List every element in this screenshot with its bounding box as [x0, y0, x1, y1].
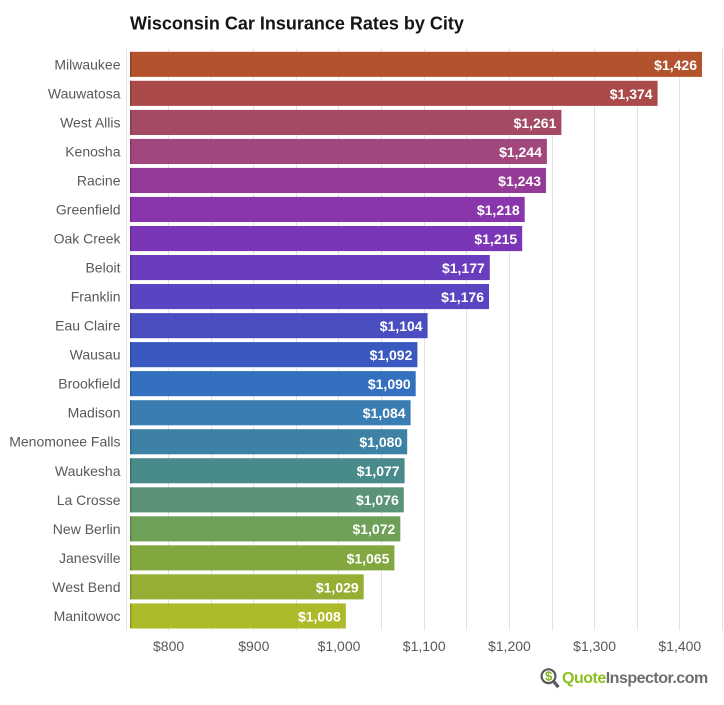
svg-text:$1,426: $1,426 — [654, 57, 697, 73]
svg-text:$1,215: $1,215 — [474, 231, 517, 247]
svg-text:$1,100: $1,100 — [403, 638, 446, 654]
svg-text:Janesville: Janesville — [59, 550, 121, 566]
svg-text:Eau Claire: Eau Claire — [55, 318, 121, 334]
svg-text:$900: $900 — [238, 638, 269, 654]
svg-text:Oak Creek: Oak Creek — [54, 231, 122, 247]
svg-text:$1,000: $1,000 — [318, 638, 361, 654]
svg-text:La Crosse: La Crosse — [57, 492, 121, 508]
svg-text:Wausau: Wausau — [70, 347, 121, 363]
svg-text:Madison: Madison — [68, 405, 121, 421]
svg-text:$1,243: $1,243 — [498, 173, 541, 189]
svg-text:$1,177: $1,177 — [442, 260, 485, 276]
svg-text:West Bend: West Bend — [52, 579, 120, 595]
svg-text:Manitowoc: Manitowoc — [54, 608, 121, 624]
svg-text:Kenosha: Kenosha — [65, 143, 120, 159]
svg-text:Menomonee Falls: Menomonee Falls — [9, 434, 120, 450]
svg-text:$1,176: $1,176 — [441, 289, 484, 305]
svg-text:$1,084: $1,084 — [363, 405, 406, 421]
svg-text:$: $ — [545, 669, 553, 684]
svg-text:New Berlin: New Berlin — [53, 521, 121, 537]
svg-text:$1,400: $1,400 — [658, 638, 701, 654]
svg-text:QuoteInspector.com: QuoteInspector.com — [562, 670, 708, 687]
svg-text:$1,029: $1,029 — [316, 579, 359, 595]
svg-text:$1,072: $1,072 — [352, 521, 395, 537]
svg-text:$1,092: $1,092 — [370, 347, 413, 363]
svg-text:Waukesha: Waukesha — [55, 463, 121, 479]
svg-text:West Allis: West Allis — [60, 114, 120, 130]
svg-text:$1,104: $1,104 — [380, 318, 423, 334]
svg-text:$1,218: $1,218 — [477, 202, 520, 218]
svg-text:Franklin: Franklin — [71, 289, 121, 305]
svg-text:$1,300: $1,300 — [573, 638, 616, 654]
svg-text:$1,090: $1,090 — [368, 376, 411, 392]
svg-text:$1,244: $1,244 — [499, 144, 542, 160]
svg-text:$800: $800 — [153, 638, 184, 654]
svg-text:Racine: Racine — [77, 173, 121, 189]
svg-text:Milwaukee: Milwaukee — [54, 56, 120, 72]
svg-text:Brookfield: Brookfield — [58, 376, 120, 392]
svg-text:$1,080: $1,080 — [359, 434, 402, 450]
svg-text:Beloit: Beloit — [85, 260, 120, 276]
svg-text:$1,261: $1,261 — [514, 115, 557, 131]
svg-text:$1,065: $1,065 — [347, 550, 390, 566]
svg-text:Greenfield: Greenfield — [56, 202, 121, 218]
svg-text:$1,200: $1,200 — [488, 638, 531, 654]
svg-text:$1,008: $1,008 — [298, 608, 341, 624]
svg-text:$1,374: $1,374 — [610, 86, 653, 102]
svg-text:$1,076: $1,076 — [356, 492, 399, 508]
svg-text:$1,077: $1,077 — [357, 463, 400, 479]
svg-text:Wisconsin Car Insurance Rates: Wisconsin Car Insurance Rates by City — [130, 14, 464, 34]
svg-text:Wauwatosa: Wauwatosa — [48, 85, 121, 101]
